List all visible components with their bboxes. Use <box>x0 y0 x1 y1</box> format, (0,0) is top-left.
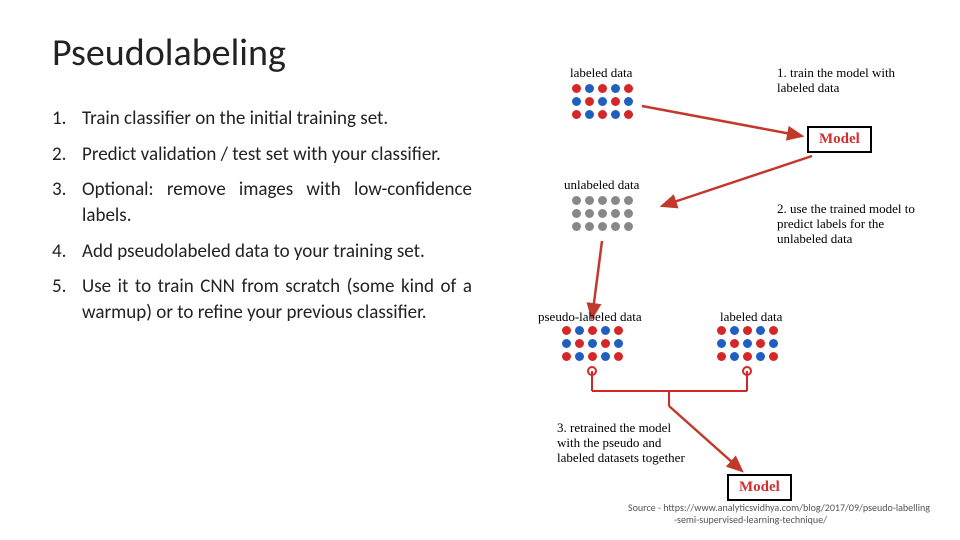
dot <box>769 352 778 361</box>
dot <box>562 352 571 361</box>
list-item: Use it to train CNN from scratch (some k… <box>52 274 472 325</box>
list-item: Predict validation / test set with your … <box>52 142 472 168</box>
dot <box>575 326 584 335</box>
dot <box>601 326 610 335</box>
dot <box>585 196 594 205</box>
dot <box>624 97 633 106</box>
dot <box>601 339 610 348</box>
dot <box>611 110 620 119</box>
diagram-label: labeled data <box>720 310 782 325</box>
steps-list: Train classifier on the initial training… <box>52 106 472 325</box>
dot <box>598 222 607 231</box>
dot <box>598 110 607 119</box>
dot-grid <box>717 326 778 361</box>
list-item: Optional: remove images with low-confide… <box>52 177 472 228</box>
dot <box>743 326 752 335</box>
source-prefix: Source - <box>628 501 663 514</box>
dot <box>611 196 620 205</box>
dot <box>614 326 623 335</box>
dot <box>769 326 778 335</box>
model-box: Model <box>727 474 792 501</box>
diagram-label: labeled data <box>570 66 632 81</box>
dot <box>730 339 739 348</box>
dot <box>588 339 597 348</box>
dot <box>624 222 633 231</box>
diagram-label: unlabeled data <box>564 178 639 193</box>
dot <box>572 222 581 231</box>
dot-grid <box>572 84 633 119</box>
dot <box>585 84 594 93</box>
dot <box>598 196 607 205</box>
list-item: Add pseudolabeled data to your training … <box>52 239 472 265</box>
dot <box>611 97 620 106</box>
content-row: Train classifier on the initial training… <box>52 106 920 520</box>
dot <box>575 339 584 348</box>
dot <box>588 352 597 361</box>
source-url-2: -semi-supervised-learning-technique/ <box>674 513 827 526</box>
dot <box>598 209 607 218</box>
dot <box>743 339 752 348</box>
dot <box>611 84 620 93</box>
dot <box>730 326 739 335</box>
text-column: Train classifier on the initial training… <box>52 106 472 520</box>
dot <box>717 339 726 348</box>
dot <box>614 352 623 361</box>
dot <box>598 97 607 106</box>
dot <box>585 110 594 119</box>
dot <box>572 97 581 106</box>
diagram-label: 1. train the model with labeled data <box>777 66 917 96</box>
dot <box>624 110 633 119</box>
dot <box>743 352 752 361</box>
dot <box>585 222 594 231</box>
dot <box>769 339 778 348</box>
list-item: Train classifier on the initial training… <box>52 106 472 132</box>
dot <box>756 326 765 335</box>
diagram-label: 2. use the trained model to predict labe… <box>777 202 922 247</box>
dot <box>572 209 581 218</box>
diagram-label: 3. retrained the model with the pseudo a… <box>557 421 687 466</box>
dot <box>585 209 594 218</box>
dot <box>624 209 633 218</box>
dot <box>717 352 726 361</box>
dot <box>624 84 633 93</box>
diagram-column: labeled data unlabeled data pseudo-labeled… <box>492 106 920 520</box>
dot-grid <box>562 326 623 361</box>
dot <box>611 209 620 218</box>
model-box: Model <box>807 126 872 153</box>
dot <box>717 326 726 335</box>
dot <box>585 97 594 106</box>
dot <box>624 196 633 205</box>
dot <box>730 352 739 361</box>
pseudolabeling-diagram: labeled data unlabeled data pseudo-labeled… <box>492 66 922 526</box>
dot <box>588 326 597 335</box>
dot <box>562 339 571 348</box>
dot <box>756 352 765 361</box>
source-citation: Source - https://www.analyticsvidhya.com… <box>628 502 930 526</box>
dot <box>598 84 607 93</box>
dot <box>572 84 581 93</box>
dot <box>756 339 765 348</box>
dot <box>562 326 571 335</box>
dot-grid <box>572 196 633 231</box>
dot <box>614 339 623 348</box>
dot <box>572 196 581 205</box>
dot <box>611 222 620 231</box>
diagram-label: pseudo-labeled data <box>538 310 642 325</box>
dot <box>572 110 581 119</box>
dot <box>601 352 610 361</box>
dot <box>575 352 584 361</box>
